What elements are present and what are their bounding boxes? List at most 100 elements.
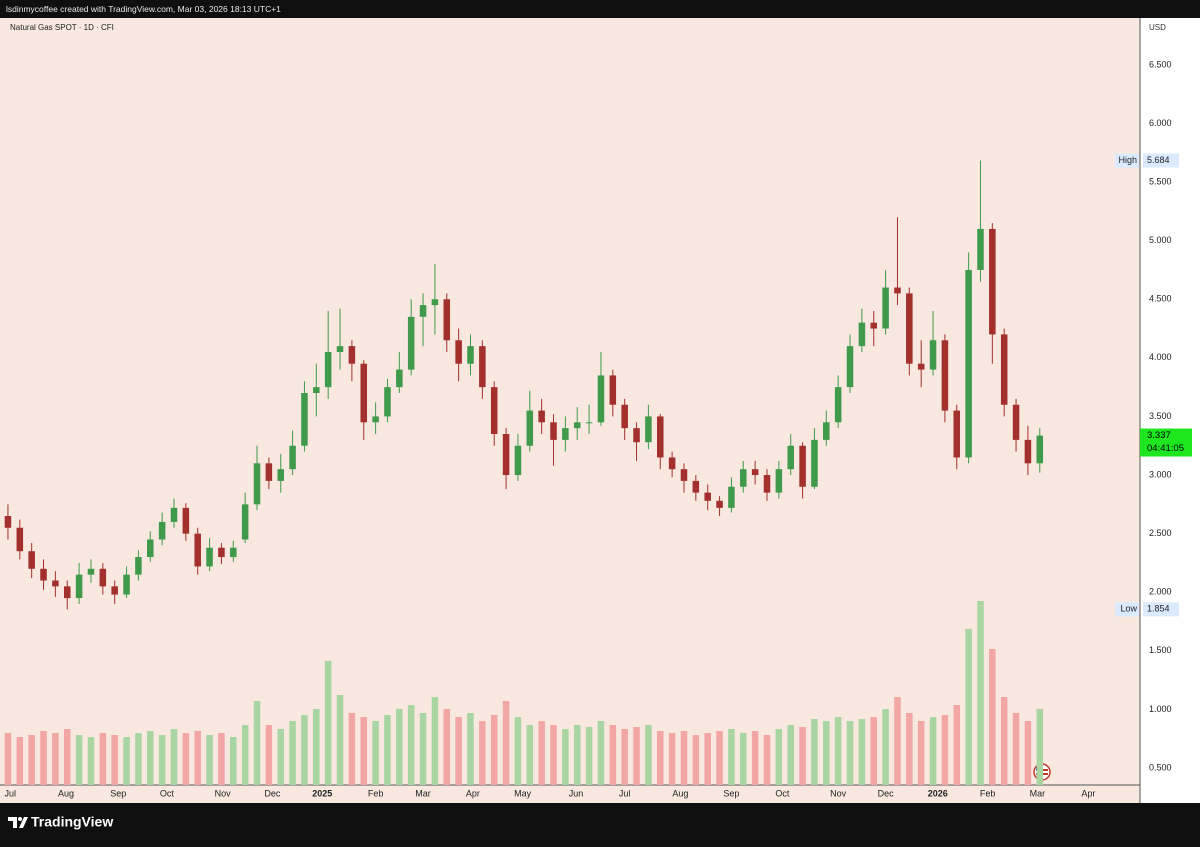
volume-bar — [63, 729, 71, 785]
volume-bar — [716, 731, 723, 785]
volume-bar — [443, 709, 451, 785]
x-tick-label: Nov — [215, 788, 232, 798]
candle-body — [372, 416, 379, 423]
x-tick-label: Oct — [160, 788, 175, 798]
last-price-value: 3.337 — [1147, 430, 1171, 441]
candle-body — [147, 539, 154, 558]
plot-area — [4, 160, 1044, 785]
low-marker-value-box — [1143, 602, 1179, 617]
y-tick-label: 6.500 — [1149, 59, 1172, 69]
candle-body — [633, 428, 640, 443]
candle-body — [123, 574, 130, 595]
low-marker-label: Low — [1120, 604, 1137, 614]
volume-bar — [692, 735, 700, 785]
volume-bar — [704, 733, 711, 785]
volume-bar — [882, 709, 889, 785]
candle-body — [668, 457, 676, 470]
volume-bar — [597, 721, 605, 785]
last-price-tag — [1140, 428, 1192, 457]
candle-body — [834, 387, 842, 423]
candle-body — [384, 387, 391, 417]
candle-body — [882, 287, 889, 329]
volume-bar — [621, 729, 628, 785]
y-tick-label: 4.500 — [1149, 294, 1172, 304]
volume-bar — [609, 725, 617, 785]
candle-body — [728, 486, 735, 508]
candle-body — [763, 475, 771, 493]
x-tick-label: 2025 — [312, 788, 332, 798]
volume-bar — [206, 735, 213, 785]
y-tick-label: 5.500 — [1149, 176, 1172, 186]
volume-bar — [846, 721, 854, 785]
candle-body — [977, 228, 984, 270]
chart-title: Natural Gas SPOT · 1D · CFI — [10, 23, 114, 32]
volume-bar — [562, 729, 569, 785]
volume-bar — [28, 735, 35, 785]
volume-bar — [1012, 713, 1020, 785]
candle-body — [135, 557, 142, 575]
candle-body — [929, 340, 937, 370]
volume-bar — [324, 661, 332, 785]
candle-body — [846, 346, 854, 388]
volume-bar — [514, 717, 522, 785]
candle-body — [324, 351, 332, 388]
candle-body — [230, 547, 237, 558]
candle-body — [953, 410, 961, 458]
volume-bar — [775, 729, 783, 785]
volume-bar — [431, 697, 439, 785]
volume-bar — [656, 731, 664, 785]
x-tick-label: Mar — [415, 788, 431, 798]
candle-body — [16, 527, 24, 552]
candle-body — [455, 340, 462, 364]
candle-body — [965, 269, 972, 458]
volume-bar — [182, 733, 190, 785]
y-tick-label: 2.000 — [1149, 587, 1172, 597]
volume-bar — [158, 735, 166, 785]
y-tick-label: 3.000 — [1149, 469, 1172, 479]
x-tick-label: Aug — [672, 788, 688, 798]
volume-bar — [740, 733, 747, 785]
y-tick-label: 2.500 — [1149, 528, 1172, 538]
volume-bar — [479, 721, 486, 785]
candle-body — [443, 299, 451, 341]
volume-bar — [52, 733, 59, 785]
candle-body — [514, 445, 522, 476]
candle-body — [716, 500, 723, 508]
volume-bar — [668, 733, 676, 785]
volume-bar — [4, 733, 12, 785]
volume-bar — [1000, 697, 1008, 785]
candle-body — [692, 480, 700, 493]
candle-body — [550, 422, 557, 440]
volume-bar — [953, 705, 961, 785]
x-tick-label: Jul — [619, 788, 631, 798]
volume-bar — [348, 713, 356, 785]
candle-body — [1012, 404, 1020, 440]
volume-bar — [573, 725, 581, 785]
candle-body — [289, 445, 296, 470]
tradingview-logo — [8, 817, 28, 828]
candle-body — [75, 574, 83, 599]
y-tick-label: 3.500 — [1149, 411, 1172, 421]
candle-body — [917, 363, 925, 370]
x-tick-label: May — [514, 788, 532, 798]
candle-body — [206, 547, 213, 567]
candle-body — [87, 568, 95, 575]
volume-bar — [253, 701, 261, 785]
volume-bar — [111, 735, 118, 785]
volume-bar — [526, 725, 534, 785]
volume-bar — [834, 717, 842, 785]
volume-bar — [396, 709, 403, 785]
x-tick-label: Feb — [980, 788, 996, 798]
y-tick-label: 0.500 — [1149, 762, 1172, 772]
candle-body — [775, 469, 783, 493]
candle-body — [656, 416, 664, 458]
volume-bar — [870, 717, 878, 785]
candle-body — [597, 375, 605, 423]
y-tick-label: 1.000 — [1149, 704, 1172, 714]
candle-body — [301, 393, 308, 446]
candle-body — [704, 492, 711, 501]
candle-body — [348, 346, 356, 364]
volume-bar — [16, 737, 24, 785]
candle-body — [111, 586, 118, 595]
